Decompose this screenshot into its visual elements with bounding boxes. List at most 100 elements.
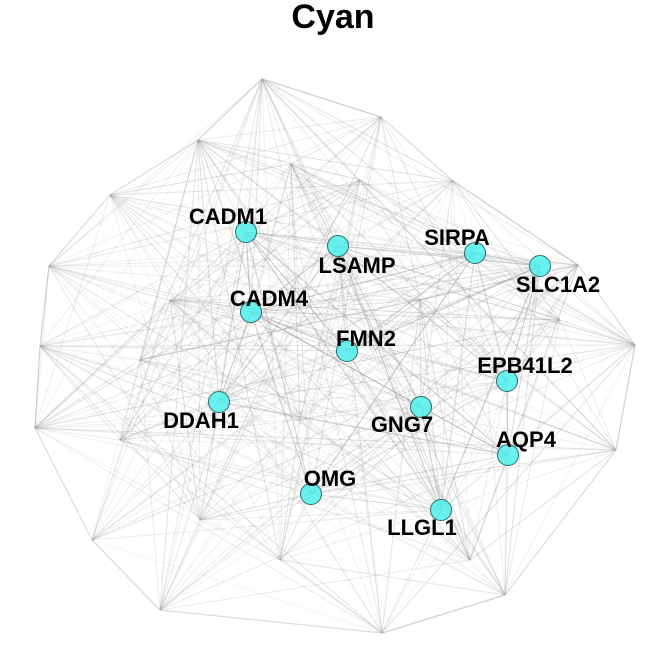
gene-edge [250, 311, 509, 456]
network-edge [91, 319, 561, 541]
hull-edge [452, 180, 579, 266]
network-edge [159, 519, 201, 611]
network-edge [474, 252, 579, 266]
gene-edge [245, 231, 339, 247]
network-edge [34, 299, 171, 429]
network-edge [299, 406, 422, 421]
network-edge [139, 359, 509, 456]
network-edge [119, 78, 263, 441]
network-edge [197, 139, 247, 233]
network-edge [279, 380, 508, 561]
network-edge [250, 311, 636, 346]
network-edge [39, 245, 339, 347]
background-edges [34, 78, 636, 634]
network-edge [279, 509, 442, 561]
network-edge [359, 179, 636, 346]
network-edge [34, 419, 301, 429]
network-edge [310, 493, 506, 596]
network-edge [250, 245, 339, 313]
gene-edge [346, 265, 541, 352]
network-edge [250, 311, 442, 511]
network-edge [250, 311, 561, 321]
network-edge [48, 265, 348, 352]
network-edge [119, 265, 541, 441]
network-edge [39, 345, 141, 361]
network-edge [197, 116, 382, 141]
gene-node-sirpa [464, 242, 486, 264]
network-edge [245, 231, 252, 313]
network-edge [159, 311, 252, 611]
network-edge [559, 319, 617, 451]
network-edge [381, 344, 636, 634]
network-edge [39, 345, 201, 521]
network-edge [250, 311, 422, 408]
network-edge [261, 78, 383, 634]
gene-edge [337, 245, 348, 352]
network-edge [290, 163, 442, 511]
network-edge [452, 180, 617, 451]
network-edge [199, 252, 476, 521]
network-edge [245, 231, 506, 596]
gene-node-aqp4 [497, 444, 519, 466]
network-edge [346, 350, 617, 451]
network-edge [109, 194, 476, 254]
gene-node-fmn2 [336, 340, 358, 362]
network-edge [48, 78, 263, 267]
network-edge [299, 344, 636, 421]
network-edge [337, 245, 442, 511]
network-edge [452, 180, 471, 561]
network-edge [169, 299, 422, 408]
network-edge [159, 180, 454, 611]
hull-edge [39, 265, 50, 347]
network-edge [245, 231, 509, 456]
network-edge [39, 265, 50, 347]
gene-edge [506, 265, 541, 382]
network-edge [197, 139, 281, 561]
gene-edge [218, 231, 247, 403]
network-edge [299, 419, 442, 511]
network-edge [139, 264, 579, 361]
network-edge [39, 139, 199, 347]
gene-node-epb41l2 [496, 370, 518, 392]
network-edge [159, 139, 199, 611]
network-edge [469, 449, 617, 561]
network-edge [197, 139, 348, 352]
hull-edge [380, 116, 454, 182]
network-edge [197, 139, 454, 182]
network-edge [279, 265, 541, 561]
network-edge [218, 245, 339, 403]
network-edge [381, 594, 506, 634]
network-edge [48, 179, 361, 267]
network-edge [290, 163, 506, 596]
gene-label-llgl1: LLGL1 [387, 515, 457, 540]
network-edge [91, 78, 263, 541]
network-edge [169, 299, 220, 403]
network-edge [440, 180, 454, 511]
network-edge [197, 139, 361, 181]
network-edge [48, 265, 509, 456]
network-edge [39, 231, 247, 347]
gene-label-sirpa: SIRPA [424, 225, 490, 250]
network-edge [420, 406, 442, 511]
network-edge [245, 231, 442, 511]
network-edge [197, 139, 541, 267]
hull-edge [109, 139, 199, 196]
network-edge [169, 299, 312, 495]
network-edge [299, 299, 421, 421]
network-edge [34, 265, 50, 429]
network-edge [199, 245, 339, 521]
network-edge [119, 439, 312, 495]
network-edge [48, 265, 506, 596]
network-edge [119, 163, 292, 441]
network-edge [119, 401, 220, 441]
network-edge [199, 519, 281, 561]
network-edge [380, 116, 442, 511]
network-edge [346, 116, 382, 352]
network-edge [261, 78, 476, 254]
network-edge [539, 265, 636, 346]
network-edge [507, 264, 579, 456]
network-edge [48, 265, 312, 495]
network-edge [34, 245, 339, 429]
network-edge [169, 180, 454, 301]
